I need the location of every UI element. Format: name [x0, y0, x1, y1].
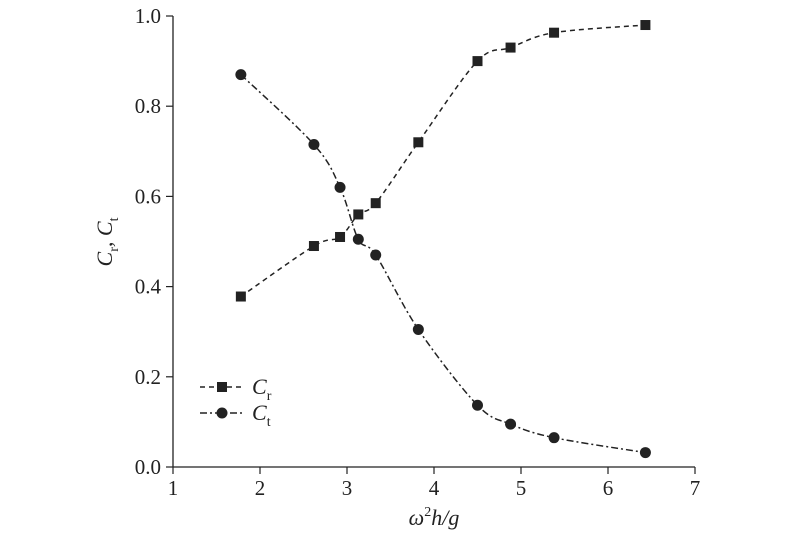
y-axis-ticks: 0.0 0.2 0.4 0.6 0.8 1.0 [135, 4, 173, 479]
x-tick-label: 5 [516, 476, 527, 500]
y-tick-label: 0.2 [135, 365, 161, 389]
x-tick-label: 7 [690, 476, 701, 500]
data-point-square [308, 241, 319, 252]
series-ct [235, 69, 651, 459]
x-tick-label: 4 [429, 476, 440, 500]
data-point-circle [370, 249, 382, 261]
data-point-square [472, 56, 483, 67]
data-point-circle [639, 447, 651, 459]
series-layer [235, 20, 651, 459]
y-tick-label: 0.4 [135, 275, 162, 299]
series-line-cr [240, 24, 646, 298]
data-point-square [549, 27, 560, 38]
data-point-circle [548, 432, 560, 444]
data-point-circle [472, 399, 483, 411]
data-point-circle [308, 139, 320, 151]
legend-entry-ct: Ct [200, 400, 271, 430]
x-axis-label: ω2h/g [409, 505, 460, 530]
legend-circle-marker [216, 407, 228, 419]
y-tick-label: 0.0 [135, 455, 161, 479]
x-tick-label: 6 [603, 476, 614, 500]
x-axis-ticks: 1 2 3 4 5 6 7 [168, 467, 701, 500]
y-axis-label: Cr, Ct [92, 217, 122, 266]
legend-label-cr: Cr [252, 374, 272, 404]
x-tick-label: 2 [255, 476, 266, 500]
data-point-square [370, 198, 381, 209]
legend-label-ct: Ct [252, 400, 271, 430]
series-cr [235, 20, 651, 302]
data-point-square [505, 42, 516, 53]
legend-square-marker [217, 382, 227, 392]
legend: Cr Ct [200, 374, 272, 430]
data-point-circle [334, 181, 346, 193]
legend-entry-cr: Cr [200, 374, 272, 404]
data-point-circle [235, 69, 247, 81]
data-point-circle [412, 323, 424, 335]
y-tick-label: 0.8 [135, 94, 161, 118]
data-point-square [335, 231, 346, 242]
y-tick-label: 0.6 [135, 184, 161, 208]
data-point-square [353, 209, 364, 220]
data-point-circle [352, 233, 364, 245]
data-point-square [640, 20, 651, 31]
x-tick-label: 1 [168, 476, 179, 500]
x-tick-label: 3 [342, 476, 353, 500]
y-tick-label: 1.0 [135, 4, 161, 28]
data-point-square [235, 291, 246, 302]
data-point-square [413, 137, 424, 148]
data-point-circle [505, 418, 517, 430]
series-line-ct [240, 74, 646, 454]
